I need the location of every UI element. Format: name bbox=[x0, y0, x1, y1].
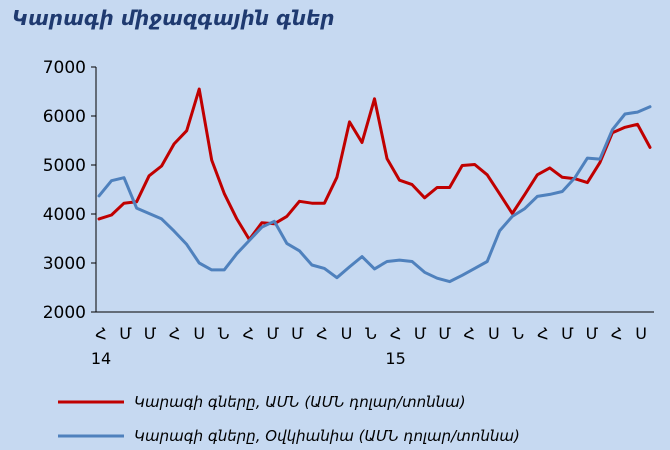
x-tick-label: Հ bbox=[464, 324, 475, 343]
x-year-label: 15 bbox=[385, 349, 405, 368]
x-tick-label: Մ bbox=[586, 324, 599, 343]
x-year-label: 14 bbox=[91, 349, 111, 368]
y-tick-label: 2000 bbox=[43, 303, 86, 323]
x-tick-label: Մ bbox=[561, 324, 574, 343]
x-tick-label: Մ bbox=[438, 324, 451, 343]
x-tick-label: Մ bbox=[267, 324, 280, 343]
x-tick-label: Մ bbox=[144, 324, 157, 343]
x-tick-label: Ն bbox=[513, 324, 525, 343]
x-tick-label: Ն bbox=[218, 324, 230, 343]
x-tick-label: Մ bbox=[291, 324, 304, 343]
y-tick-label: 6000 bbox=[43, 107, 86, 127]
x-tick-label: Ս bbox=[341, 324, 353, 343]
x-tick-label: Ս bbox=[488, 324, 500, 343]
x-tick-label: Ս bbox=[635, 324, 647, 343]
x-tick-label: Հ bbox=[316, 324, 327, 343]
legend-label-1: Կարագի գները, ԱՄՆ (ԱՄՆ դոլար/տոննա) bbox=[134, 393, 466, 411]
y-tick-label: 3000 bbox=[43, 254, 86, 274]
series-line-1 bbox=[97, 87, 652, 241]
legend-label-2: Կարագի գները, Օվկիանիա (ԱՄՆ դոլար/տոննա) bbox=[134, 427, 520, 445]
x-tick-label: Հ bbox=[243, 324, 254, 343]
x-tick-label: Հ bbox=[537, 324, 548, 343]
y-tick-label: 7000 bbox=[43, 58, 86, 78]
x-tick-label: Ն bbox=[365, 324, 377, 343]
x-tick-label: Մ bbox=[414, 324, 427, 343]
y-tick-label: 4000 bbox=[43, 205, 86, 225]
series-line-2 bbox=[97, 105, 652, 284]
x-tick-label: Հ bbox=[390, 324, 401, 343]
x-tick-label: Ս bbox=[193, 324, 205, 343]
x-tick-label: Հ bbox=[95, 324, 106, 343]
x-tick-label: Մ bbox=[119, 324, 132, 343]
x-tick-label: Հ bbox=[611, 324, 622, 343]
chart-title: Կարագի միջազգային գներ bbox=[12, 6, 335, 30]
x-tick-label: Հ bbox=[169, 324, 180, 343]
y-tick-label: 5000 bbox=[43, 156, 86, 176]
